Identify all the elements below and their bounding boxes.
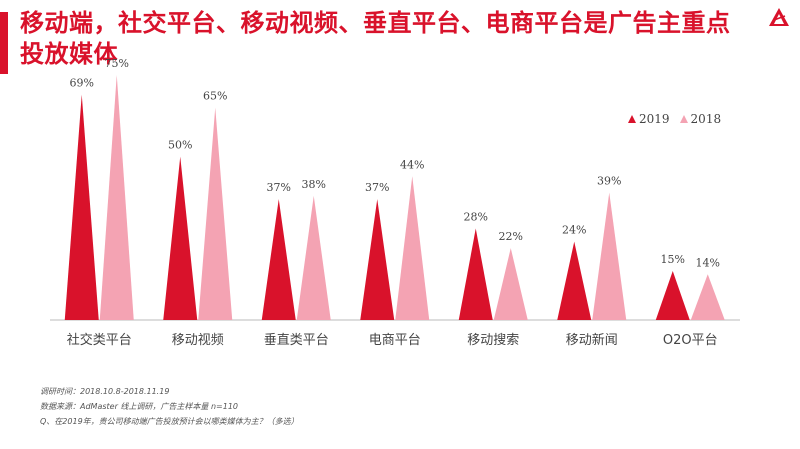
legend-label-2019: 2019 [639,112,670,126]
red-triangle-logo-icon [769,8,789,26]
bar-2018-4 [493,248,528,320]
x-tick-label-1: 移动视频 [172,333,224,348]
bar-2018-1 [198,107,233,321]
data-label-2018-6: 14% [696,256,720,269]
bar-2018-2 [296,195,331,320]
slide-title: 移动端，社交平台、移动视频、垂直平台、电商平台是广告主重点投放媒体 [20,9,731,68]
data-label-2018-5: 39% [597,175,621,188]
legend-swatch-2019 [628,115,636,123]
bar-2019-5 [557,241,592,320]
legend-item-2018: 2018 [679,112,722,126]
footnote-data-source: 数据来源：AdMaster 线上调研，广告主样本量 n=110 [40,402,238,411]
legend-label-2018: 2018 [690,112,722,126]
chart-legend: 2019 2018 [628,112,721,126]
x-tick-label-5: 移动新闻 [566,332,618,348]
bar-2019-2 [261,199,296,320]
data-label-2019-5: 24% [562,224,586,237]
bar-2018-5 [592,192,627,320]
legend-swatch-2018 [679,115,688,123]
bar-2019-0 [64,94,99,321]
x-tick-label-4: 移动搜索 [467,333,519,348]
bar-2019-3 [360,199,395,320]
bar-2019-1 [163,156,198,320]
title-accent-bar [0,12,8,74]
data-label-2018-3: 44% [400,158,424,171]
footnote-question: Q、在2019年，贵公司移动端广告投放预计会以哪类媒体为主？（多选） [40,417,299,426]
data-label-2019-4: 28% [464,211,488,224]
x-tick-label-3: 电商平台 [369,333,421,348]
data-label-2019-0: 69% [70,77,94,90]
x-tick-label-2: 垂直类平台 [264,333,329,348]
bar-2018-0 [99,74,134,320]
data-label-2018-4: 22% [499,230,523,243]
data-label-2018-1: 65% [203,90,227,103]
legend-item-2019: 2019 [628,112,670,126]
data-label-2018-2: 38% [302,178,326,191]
bar-2018-3 [395,176,430,320]
bar-2019-4 [458,228,493,320]
footnotes: 调研时间：2018.10.8-2018.11.19 数据来源：AdMaster … [40,384,299,429]
data-label-2018-0: 75% [105,57,129,70]
x-tick-label-6: O2O平台 [663,333,718,348]
footnote-survey-period: 调研时间：2018.10.8-2018.11.19 [40,387,170,396]
data-label-2019-1: 50% [168,139,192,152]
x-tick-label-0: 社交类平台 [67,332,132,348]
data-label-2019-6: 15% [661,253,685,266]
data-label-2019-3: 37% [365,181,389,194]
bar-2019-6 [655,270,690,320]
bar-2018-6 [690,274,725,320]
data-label-2019-2: 37% [267,181,291,194]
